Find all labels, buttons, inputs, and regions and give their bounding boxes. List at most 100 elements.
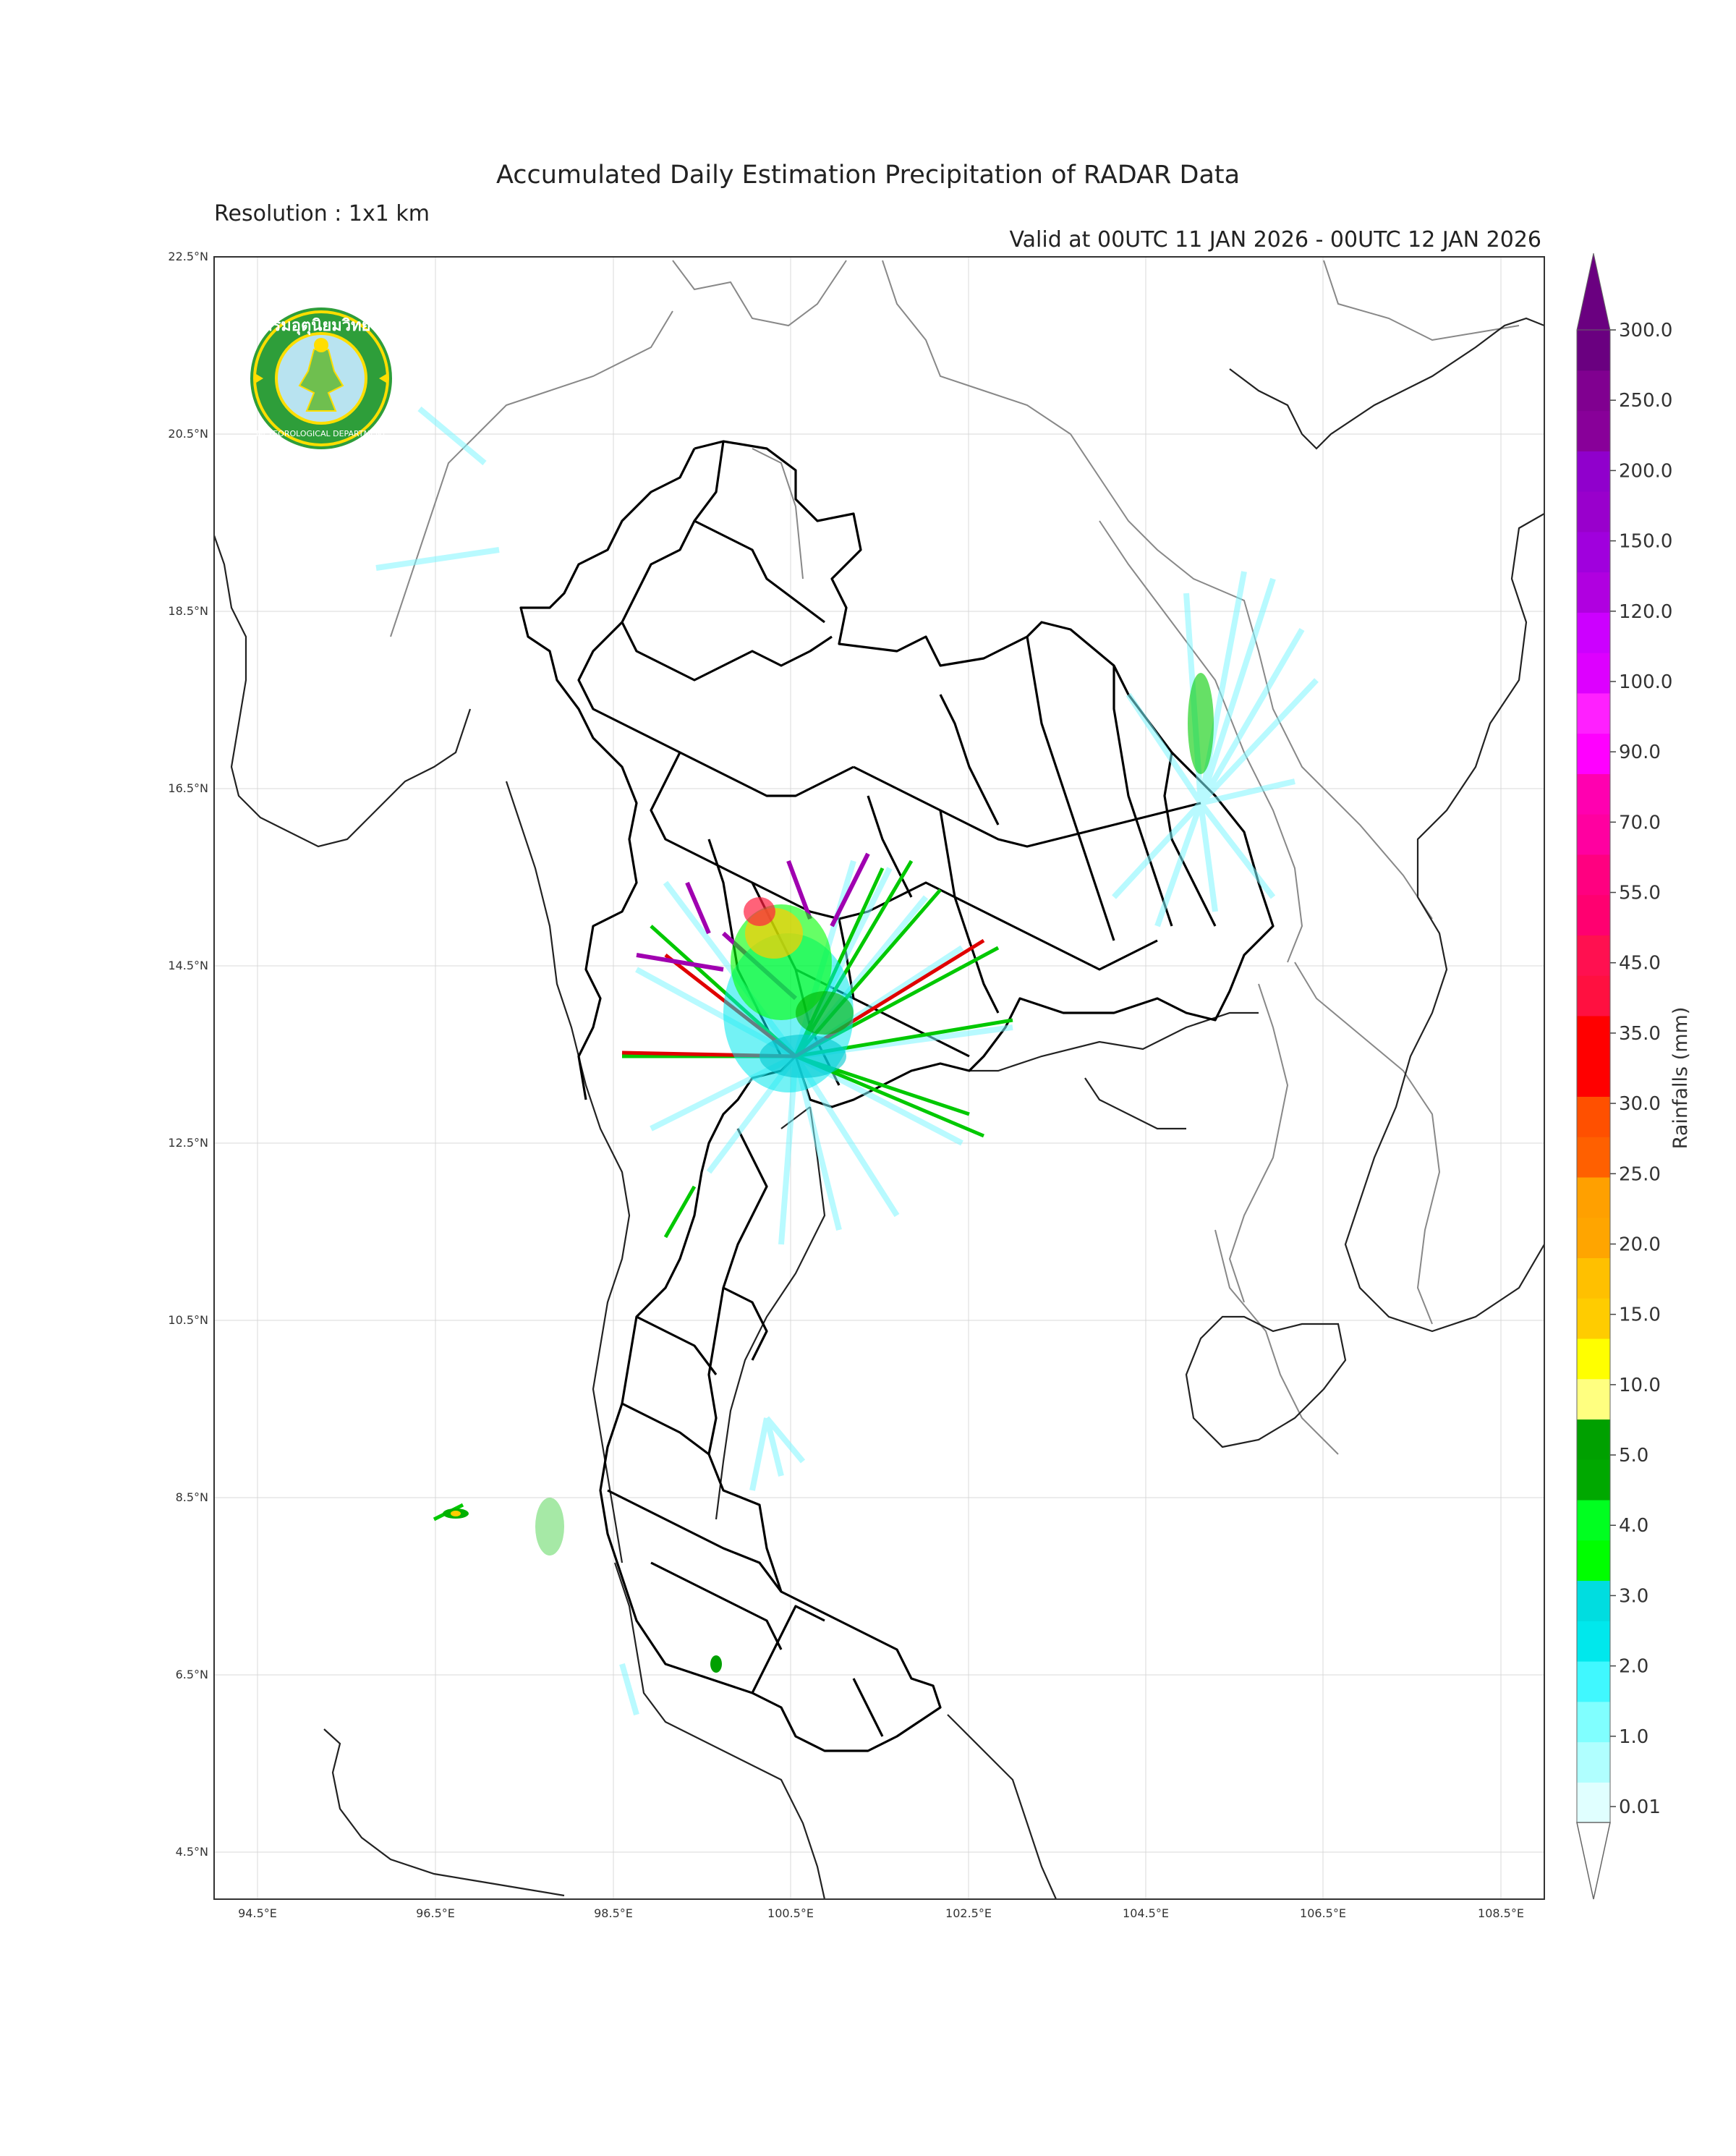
map-frame	[213, 256, 1545, 1900]
colorbar-segment	[1577, 1056, 1610, 1097]
colorbar-segment	[1577, 1419, 1610, 1460]
colorbar-segment	[1577, 1459, 1610, 1501]
colorbar-segment	[1577, 491, 1610, 532]
colorbar-segment	[1577, 854, 1610, 896]
colorbar-tick-label: 100.0	[1619, 671, 1672, 693]
colorbar-segment	[1577, 653, 1610, 694]
longitude-labels: 94.5°E 96.5°E 98.5°E 100.5°E 102.5°E 104…	[238, 1906, 1524, 1920]
lat-label: 10.5°N	[168, 1313, 208, 1327]
colorbar-top-triangle	[1576, 252, 1611, 331]
colorbar-segment	[1577, 733, 1610, 774]
colorbar-segment	[1577, 612, 1610, 653]
colorbar-segment	[1577, 572, 1610, 613]
lat-label: 20.5°N	[168, 427, 208, 441]
colorbar-tick-label: 25.0	[1619, 1163, 1661, 1185]
colorbar-tick-label: 10.0	[1619, 1375, 1661, 1396]
light-rain-rays	[375, 406, 1319, 1716]
lat-label: 8.5°N	[176, 1490, 208, 1504]
colorbar-tick-label: 4.0	[1619, 1515, 1648, 1537]
colorbar-segment	[1577, 1257, 1610, 1299]
colorbar-tick-label: 45.0	[1619, 953, 1661, 975]
colorbar-segment	[1577, 531, 1610, 573]
colorbar-tick-label: 55.0	[1619, 883, 1661, 904]
colorbar-segments	[1577, 330, 1610, 1823]
colorbar-tick-label: 30.0	[1619, 1093, 1661, 1115]
lat-label: 22.5°N	[168, 250, 208, 263]
logo-text-bottom: METEOROLOGICAL DEPARTMENT	[256, 429, 386, 438]
lon-label: 94.5°E	[238, 1906, 277, 1920]
colorbar-segment	[1577, 1217, 1610, 1259]
lon-label: 108.5°E	[1478, 1906, 1524, 1920]
colorbar-segment	[1577, 1782, 1610, 1823]
colorbar-segment	[1577, 1580, 1610, 1621]
colorbar-segment	[1577, 370, 1610, 412]
colorbar-segment	[1577, 1015, 1610, 1057]
colorbar-frame	[1576, 329, 1611, 1823]
colorbar-tick-label: 2.0	[1619, 1656, 1648, 1678]
colorbar-tick-label: 3.0	[1619, 1585, 1648, 1607]
lat-label: 4.5°N	[176, 1845, 208, 1859]
lat-label: 16.5°N	[168, 781, 208, 795]
colorbar-segment	[1577, 1298, 1610, 1339]
colorbar-ticks: 0.01 1.0 2.0 3.0 4.0 5.0 10.0 15.0 20.0 25.0 30.0 3…	[1610, 320, 1672, 1818]
colorbar-segment	[1577, 894, 1610, 935]
colorbar-segment	[1577, 1176, 1610, 1218]
colorbar-tick-label: 300.0	[1619, 320, 1672, 341]
colorbar-segment	[1577, 1741, 1610, 1783]
colorbar-segment	[1577, 330, 1610, 371]
colorbar-tick-label: 120.0	[1619, 601, 1672, 623]
colorbar: 0.01 1.0 2.0 3.0 4.0 5.0 10.0 15.0 20.0 25.0 30.0 3…	[1576, 252, 1692, 1900]
tmd-logo: กรมอุตุนิยมวิทยา METEOROLOGICAL DEPARTME…	[250, 307, 392, 449]
colorbar-segment	[1577, 1096, 1610, 1137]
lon-label: 104.5°E	[1123, 1906, 1169, 1920]
colorbar-segment	[1577, 773, 1610, 815]
lon-label: 96.5°E	[416, 1906, 455, 1920]
colorbar-segment	[1577, 975, 1610, 1017]
colorbar-tick-label: 150.0	[1619, 531, 1672, 553]
colorbar-tick-label: 250.0	[1619, 390, 1672, 412]
colorbar-segment	[1577, 1499, 1610, 1541]
resolution-label: Resolution : 1x1 km	[214, 201, 430, 226]
lon-label: 102.5°E	[945, 1906, 992, 1920]
colorbar-tick-label: 200.0	[1619, 460, 1672, 482]
colorbar-label: Rainfalls (mm)	[1669, 1007, 1692, 1150]
colorbar-tick-label: 35.0	[1619, 1023, 1661, 1045]
lon-label: 98.5°E	[594, 1906, 633, 1920]
colorbar-tick-label: 90.0	[1619, 742, 1661, 763]
colorbar-segment	[1577, 410, 1610, 451]
valid-time-label: Valid at 00UTC 11 JAN 2026 - 00UTC 12 JA…	[1009, 227, 1541, 252]
lat-label: 18.5°N	[168, 604, 208, 618]
lat-label: 6.5°N	[176, 1668, 208, 1681]
coastlines	[214, 317, 1544, 1899]
colorbar-tick-label: 15.0	[1619, 1304, 1661, 1326]
colorbar-segment	[1577, 935, 1610, 976]
lat-label: 12.5°N	[168, 1136, 208, 1150]
colorbar-segment	[1577, 1137, 1610, 1178]
latitude-labels: 22.5°N 20.5°N 18.5°N 16.5°N 14.5°N 12.5°…	[168, 250, 208, 1859]
map-title: Accumulated Daily Estimation Precipitati…	[495, 161, 1241, 190]
colorbar-tick-label: 20.0	[1619, 1234, 1661, 1255]
colorbar-segment	[1577, 1338, 1610, 1380]
colorbar-tick-label: 70.0	[1619, 812, 1661, 833]
map-panel: กรมอุตุนิยมวิทยา METEOROLOGICAL DEPARTME…	[214, 257, 1544, 1899]
colorbar-segment	[1577, 814, 1610, 855]
colorbar-segment	[1577, 451, 1610, 492]
scattered-echoes	[443, 673, 1214, 1673]
colorbar-segment	[1577, 1701, 1610, 1743]
colorbar-tick-label: 1.0	[1619, 1726, 1648, 1748]
neighbour-borders	[390, 260, 1520, 1455]
colorbar-tick-label: 5.0	[1619, 1445, 1648, 1467]
colorbar-segment	[1577, 1660, 1610, 1702]
colorbar-segment	[1577, 1378, 1610, 1420]
lon-label: 106.5°E	[1300, 1906, 1346, 1920]
gridlines	[214, 257, 1544, 1899]
colorbar-segment	[1577, 1621, 1610, 1662]
radar-precipitation	[375, 406, 1319, 1716]
colorbar-segment	[1577, 1540, 1610, 1582]
lat-label: 14.5°N	[168, 959, 208, 972]
colorbar-segment	[1577, 692, 1610, 734]
colorbar-bottom-triangle	[1576, 1822, 1611, 1900]
core-rain-cluster	[723, 897, 854, 1092]
lon-label: 100.5°E	[767, 1906, 814, 1920]
logo-text-top: กรมอุตุนิยมวิทยา	[263, 317, 380, 336]
